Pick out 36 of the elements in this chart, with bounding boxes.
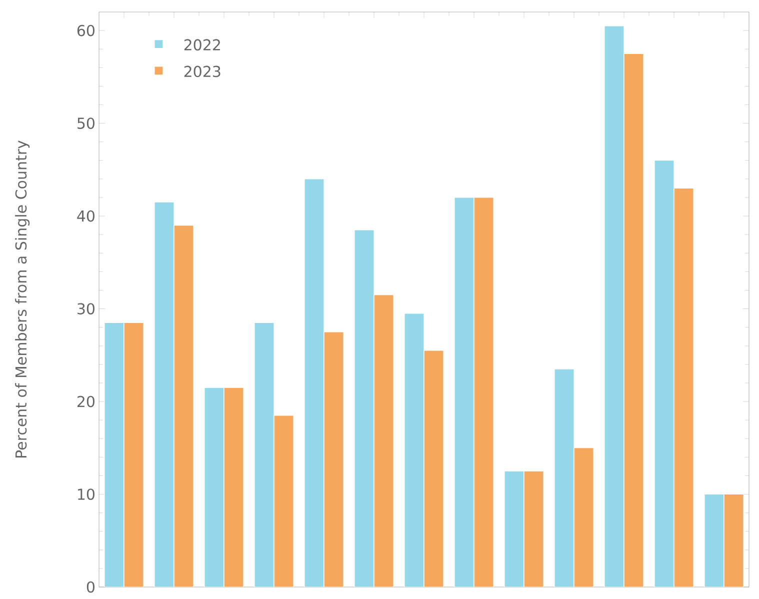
legend-label: 2022 (184, 39, 220, 51)
bar (304, 178, 324, 587)
y-tick-label: 40 (77, 210, 94, 222)
y-tick-label: 20 (77, 396, 94, 408)
legend-label: 2023 (184, 66, 220, 78)
bar (674, 188, 694, 587)
bar (654, 160, 674, 587)
y-tick-label: 50 (78, 118, 94, 129)
bar (274, 415, 294, 587)
y-tick-label: 60 (77, 24, 94, 36)
bar (154, 202, 174, 587)
bar (724, 494, 744, 587)
y-tick-label: 10 (78, 488, 94, 500)
bar (554, 368, 574, 587)
bar (504, 470, 524, 587)
bar (524, 470, 544, 587)
bar (174, 225, 194, 587)
bar (624, 53, 644, 587)
bar (704, 494, 724, 587)
bar (224, 387, 244, 587)
bar (454, 197, 474, 587)
bar (204, 387, 224, 587)
bar (404, 313, 424, 587)
bar (124, 322, 144, 587)
bar (604, 26, 624, 587)
bar (354, 230, 374, 587)
bar (254, 322, 274, 587)
bar (574, 448, 594, 587)
y-axis-title: Percent of Members from a Single Country (15, 140, 30, 458)
y-tick-label: 0 (86, 581, 94, 593)
bar (104, 322, 124, 587)
bar (324, 332, 344, 587)
bar (374, 294, 394, 587)
bar (424, 350, 444, 587)
y-tick-label: 30 (78, 303, 94, 314)
bar (474, 197, 494, 587)
